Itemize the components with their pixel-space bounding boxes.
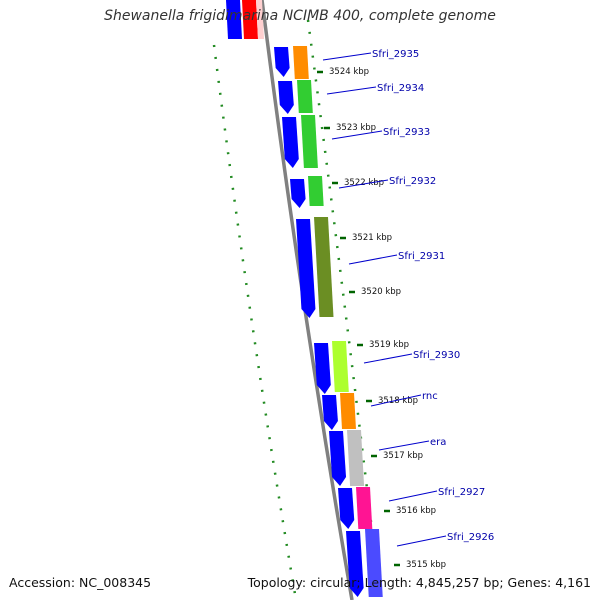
gene-leader-4 xyxy=(338,179,389,189)
strand-arrow-9 xyxy=(338,488,355,529)
strand-arrow-5 xyxy=(296,219,316,318)
gene-leader-10 xyxy=(396,535,447,547)
gene-block-2 xyxy=(297,80,313,113)
gene-block-3 xyxy=(301,115,318,168)
gene-block-6 xyxy=(332,341,349,392)
tick-label-6: 3519 kbp xyxy=(369,340,409,350)
gene-label-8: era xyxy=(430,437,446,448)
gene-leader-8 xyxy=(378,440,430,451)
strand-arrow-2 xyxy=(278,81,294,114)
gene-label-6: Sfri_2930 xyxy=(413,350,460,361)
gene-leader-1 xyxy=(322,52,372,61)
strand-arrow-7 xyxy=(322,395,338,430)
strand-arrow-1 xyxy=(274,47,290,77)
gene-leader-5 xyxy=(348,254,398,265)
gene-block-top xyxy=(242,0,258,39)
genome-title: Shewanella frigidimarina NCIMB 400, comp… xyxy=(104,8,496,24)
tick-label-7: 3518 kbp xyxy=(378,396,418,406)
strand-arrow-8 xyxy=(329,431,347,486)
tick-label-5: 3520 kbp xyxy=(361,287,401,297)
tick-label-2: 3523 kbp xyxy=(336,123,376,133)
accession-label: Accession: NC_008345 xyxy=(9,575,152,590)
tick-label-3: 3522 kbp xyxy=(344,178,384,188)
strand-arrow-3 xyxy=(282,117,299,168)
gene-leader-7 xyxy=(370,394,422,407)
gene-leader-3 xyxy=(331,130,383,140)
gene-arrow-top xyxy=(226,0,242,39)
gene-block-5 xyxy=(314,217,334,317)
strand-arrow-10 xyxy=(346,531,364,597)
genome-summary: Topology: circular; Length: 4,845,257 bp… xyxy=(247,575,591,590)
gene-label-4: Sfri_2932 xyxy=(389,176,436,187)
gene-block-10 xyxy=(365,529,383,597)
tick-label-9: 3516 kbp xyxy=(396,506,436,516)
gene-block-top-edge xyxy=(256,0,264,39)
gene-block-7 xyxy=(340,393,356,429)
gene-block-8 xyxy=(347,430,365,486)
gene-leader-2 xyxy=(326,86,377,95)
gene-leader-6 xyxy=(363,353,413,364)
tick-label-8: 3517 kbp xyxy=(383,451,423,461)
strand-arrow-6 xyxy=(314,343,331,394)
tick-label-1: 3524 kbp xyxy=(329,67,369,77)
gene-block-1 xyxy=(293,46,309,79)
gene-label-1: Sfri_2935 xyxy=(372,49,419,60)
gene-label-10: Sfri_2926 xyxy=(447,532,494,543)
gene-leader-9 xyxy=(388,490,438,502)
gene-block-9 xyxy=(356,487,373,529)
gene-label-5: Sfri_2931 xyxy=(398,251,445,262)
strand-arrow-4 xyxy=(290,179,306,208)
tick-label-10: 3515 kbp xyxy=(406,560,446,570)
gene-label-2: Sfri_2934 xyxy=(377,83,424,94)
gene-label-9: Sfri_2927 xyxy=(438,487,485,498)
gene-label-7: rnc xyxy=(422,391,438,402)
tick-label-4: 3521 kbp xyxy=(352,233,392,243)
gene-block-4 xyxy=(308,176,324,206)
gene-label-3: Sfri_2933 xyxy=(383,127,430,138)
